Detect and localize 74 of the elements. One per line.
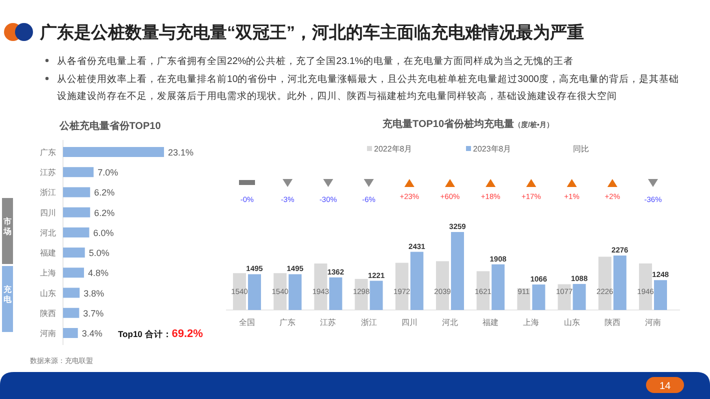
bar (558, 284, 571, 310)
x-tick-label: 全国 (239, 318, 255, 327)
bar (63, 288, 80, 298)
x-tick-label: 广东 (280, 318, 296, 327)
data-label: 4.8% (88, 268, 109, 278)
data-label: 23.1% (168, 148, 194, 158)
data-label: 5.0% (88, 248, 110, 258)
bar (63, 308, 80, 318)
data-label: 3.4% (82, 328, 102, 338)
y-tick-label: 河南 (40, 329, 56, 338)
text: 14 (659, 381, 671, 392)
text: 从公桩使用效率上看，在充电量排名前10的省份中，河北充电量涨幅最大，且公共充电桩单桩充电量超过3000度，高充电量的背后，是其基础设施建设尚存在不足，发展落后于用电需求的现状。此外，四川、陕西与福建桩均充电量同样较高，基础设施建设存在很大空间 (57, 73, 680, 102)
y-tick-label: 四川 (40, 208, 56, 218)
data-label: 6.0% (93, 228, 114, 238)
x-tick-label: 上海 (523, 318, 540, 327)
y-tick-label: 上海 (40, 268, 56, 278)
y-tick-label: 陕西 (40, 308, 56, 318)
data-label: 3.8% (84, 288, 104, 298)
text: 广东是公桩数量与充电量“双冠王”，河北的车主面临充电难情况最为严重 (39, 23, 584, 42)
bar (613, 256, 626, 310)
bar (476, 271, 490, 310)
y-tick-label: 河北 (40, 228, 56, 238)
data-label: 3.7% (83, 308, 104, 318)
x-tick-label: 四川 (401, 318, 418, 327)
bar (572, 284, 586, 310)
y-tick-label: 福建 (40, 248, 56, 258)
x-tick-label: 陕西 (604, 318, 620, 327)
bar (639, 263, 652, 310)
text: 市场 (2, 216, 12, 236)
bar (63, 268, 84, 278)
x-tick-label: 河南 (645, 318, 661, 327)
x-tick-label: 浙江 (360, 318, 377, 327)
bar (63, 167, 94, 178)
data-label: 6.2% (94, 188, 115, 198)
y-tick-label: 广东 (40, 148, 56, 157)
bar (63, 328, 78, 338)
x-tick-label: 山东 (564, 318, 580, 327)
bar (63, 187, 90, 198)
bar (532, 284, 546, 310)
y-tick-label: 江苏 (40, 168, 56, 178)
legend-label: 2023年8月 (473, 144, 512, 154)
bar (233, 273, 246, 310)
x-tick-label: 江苏 (320, 318, 336, 327)
bar (63, 248, 85, 258)
bar (598, 256, 612, 310)
bar (654, 280, 667, 310)
annotation: Top10 合计： (118, 329, 172, 339)
text: 从各省份充电量上看，广东省拥有全国22%的公共桩，充了全国23.1%的电量，在充电量方面同样成为当之无愧的王者 (57, 55, 574, 67)
bar (370, 280, 383, 310)
bar (314, 263, 328, 310)
bar (288, 274, 302, 310)
x-tick-label: 福建 (482, 318, 499, 327)
chart-title: 充电量TOP10省份桩均充电量 (382, 118, 514, 130)
bar (63, 147, 164, 157)
y-tick-label: 山东 (40, 288, 56, 298)
bar (395, 262, 408, 310)
bar (248, 274, 261, 310)
bar (63, 207, 90, 218)
bar (492, 264, 505, 310)
x-tick-label: 河北 (442, 318, 458, 327)
text: 69.2% (172, 328, 204, 340)
bar (274, 273, 287, 310)
chart-title: 公桩充电量省份TOP10 (58, 120, 162, 132)
text: 同比 (573, 144, 589, 154)
data-label: 7.0% (98, 168, 118, 178)
legend-label: 2022年8月 (374, 144, 412, 154)
data-label: 6.2% (94, 208, 115, 218)
bar (329, 277, 342, 310)
bar (451, 232, 464, 310)
bar (63, 227, 90, 238)
text: 充电 (2, 284, 12, 304)
bar (410, 252, 424, 310)
bar (436, 261, 449, 310)
y-tick-label: 浙江 (40, 188, 56, 198)
